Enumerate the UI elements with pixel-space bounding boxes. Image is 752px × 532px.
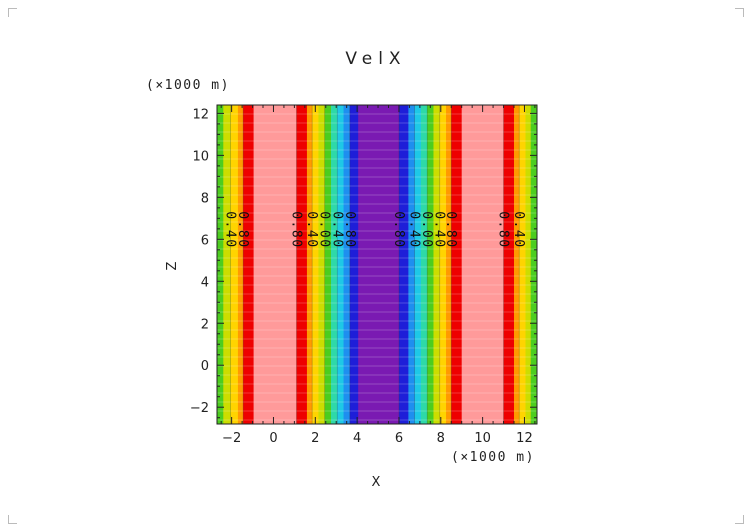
color-band: [217, 105, 224, 424]
x-tick-label: 6: [395, 431, 403, 446]
color-band: [427, 105, 434, 424]
color-band: [253, 105, 297, 424]
x-tick-label: −2: [222, 431, 241, 446]
color-band: [306, 105, 313, 424]
color-band: [223, 105, 231, 424]
contour-label: 0.80: [342, 211, 357, 248]
contour-label: 0.80: [443, 211, 458, 248]
contour-label: 0.40: [223, 211, 238, 248]
contour-label: 0.40: [407, 211, 422, 248]
color-band: [243, 105, 255, 424]
color-band: [519, 105, 526, 424]
crop-mark-top-right: [735, 8, 744, 17]
color-band: [296, 105, 308, 424]
color-band: [530, 105, 538, 424]
crop-mark-bottom-left: [8, 515, 17, 524]
plot-frame: [216, 104, 538, 425]
color-band: [461, 105, 504, 424]
y-unit-label: (×1000 m): [146, 78, 230, 93]
color-band: [439, 105, 447, 424]
color-band: [358, 105, 400, 424]
contour-label: 0.00: [419, 211, 434, 248]
x-unit-label: (×1000 m): [451, 450, 535, 465]
crop-mark-top-left: [8, 8, 17, 17]
color-band: [324, 105, 332, 424]
crop-mark-bottom-right: [735, 515, 744, 524]
y-tick-label: 6: [201, 233, 209, 248]
contour-label: 0.40: [432, 211, 447, 248]
contour-lines: 0.400.80 0.80 0.400.000.400.80 0.80 0.400.00…: [223, 105, 526, 424]
color-bands: [217, 105, 538, 424]
color-band: [398, 105, 409, 424]
grid-lines: [217, 113, 537, 421]
x-tick-label: 10: [474, 431, 491, 446]
y-tick-label: 2: [201, 317, 209, 332]
y-axis-label: Z: [165, 261, 180, 270]
color-band: [237, 105, 244, 424]
contour-label: 0.40: [511, 211, 526, 248]
x-tick-label: 12: [516, 431, 533, 446]
contour-label: 0.00: [317, 211, 332, 248]
color-band: [503, 105, 515, 424]
y-tick-label: 10: [192, 149, 209, 164]
x-axis-label: X: [372, 475, 381, 490]
x-tick-label: 0: [269, 431, 277, 446]
color-band: [513, 105, 520, 424]
x-axis-ticks: −2 0 2 4 6 8 10 12: [220, 105, 536, 446]
color-band: [420, 105, 428, 424]
color-band: [330, 105, 338, 424]
color-band: [525, 105, 532, 424]
contour-label: 0.80: [496, 211, 511, 248]
contour-label: 0.40: [329, 211, 344, 248]
color-band: [343, 105, 351, 424]
x-tick-label: 2: [311, 431, 319, 446]
y-axis-ticks: −2 0 2 4 6 8 10 12: [190, 107, 537, 419]
x-tick-label: 4: [353, 431, 361, 446]
color-band: [433, 105, 441, 424]
x-tick-label: 8: [437, 431, 445, 446]
color-band: [318, 105, 326, 424]
color-band: [337, 105, 344, 424]
contour-label: 0.40: [304, 211, 319, 248]
y-tick-label: 8: [201, 191, 209, 206]
chart-title: VelX: [345, 49, 406, 69]
y-tick-label: 4: [201, 275, 209, 290]
color-band: [349, 105, 359, 424]
color-band: [446, 105, 452, 424]
color-band: [408, 105, 416, 424]
y-tick-label: −2: [190, 401, 209, 416]
contour-label: 0.80: [288, 211, 303, 248]
color-band: [230, 105, 239, 424]
contour-label: 0.80: [391, 211, 406, 248]
color-band: [312, 105, 319, 424]
color-band: [451, 105, 463, 424]
color-band: [414, 105, 422, 424]
y-tick-label: 0: [201, 359, 209, 374]
contour-label: 0.80: [235, 211, 250, 248]
y-tick-label: 12: [192, 107, 209, 122]
